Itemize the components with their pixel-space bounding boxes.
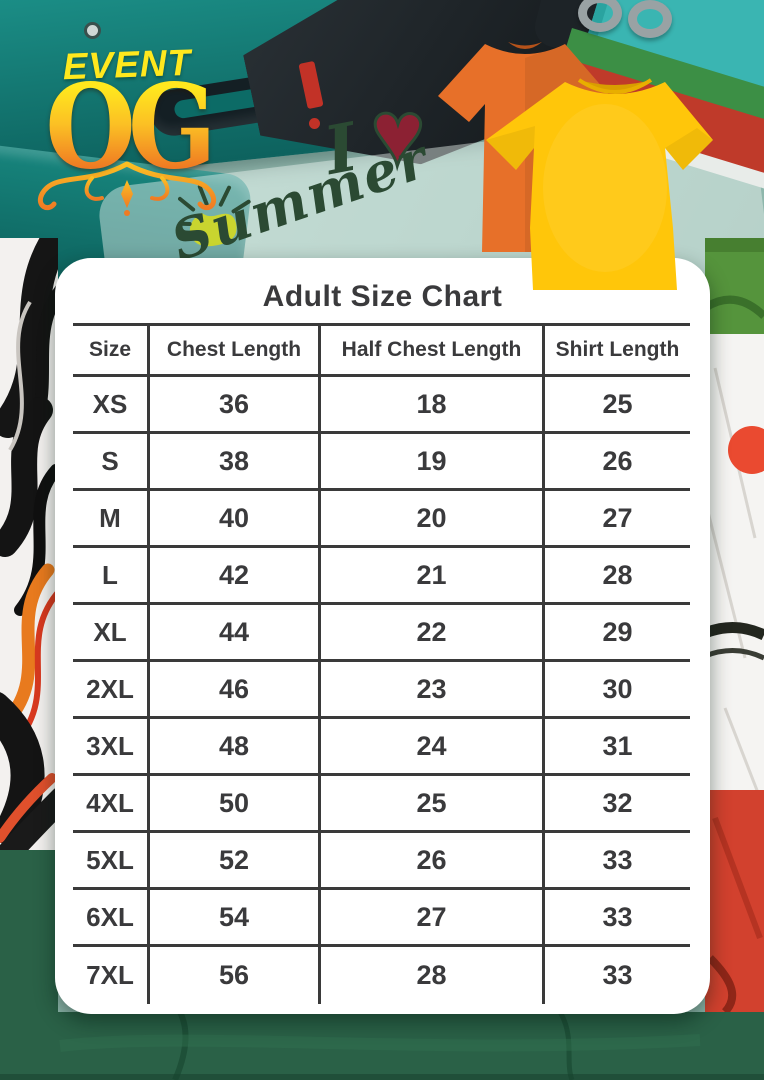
value-cell: 42: [150, 548, 321, 602]
value-cell: 50: [150, 776, 321, 830]
value-cell: 25: [321, 776, 545, 830]
table-row: 3XL 48 24 31: [73, 719, 690, 776]
table-row: M 40 20 27: [73, 491, 690, 548]
header-cell: Half Chest Length: [321, 326, 545, 374]
size-cell: XS: [73, 377, 150, 431]
value-cell: 29: [602, 616, 633, 647]
value-cell: 33: [602, 960, 633, 990]
logo-monogram: OG: [20, 68, 234, 184]
value-cell: 25: [602, 388, 633, 419]
value-cell: 20: [321, 491, 545, 545]
size-cell: 3XL: [73, 719, 150, 773]
value-cell: 28: [321, 947, 545, 1004]
table-row: S 38 19 26: [73, 434, 690, 491]
size-chart-card: Adult Size Chart Size Chest Length Half Ch…: [55, 258, 710, 1014]
value-cell: 26: [321, 833, 545, 887]
table-row: 2XL 46 23 30: [73, 662, 690, 719]
value-cell: 33: [602, 901, 633, 932]
value-cell: 48: [150, 719, 321, 773]
size-cell: S: [73, 434, 150, 488]
size-cell: L: [73, 548, 150, 602]
table-row: XS 36 18 25: [73, 377, 690, 434]
size-cell: 4XL: [73, 776, 150, 830]
value-cell: 22: [321, 605, 545, 659]
size-cell: M: [73, 491, 150, 545]
green-fabric-bottom: [0, 1012, 764, 1080]
value-cell: 27: [602, 502, 633, 533]
header-cell: Size: [73, 326, 150, 374]
sun-icon: [176, 184, 251, 247]
green-fabric-left: [0, 850, 58, 1014]
value-cell: 26: [602, 445, 633, 476]
value-cell: 18: [321, 377, 545, 431]
i-love-summer-print: I ♥ Summer: [163, 81, 552, 347]
table-body: XS 36 18 25 S 38 19 26 M 40 20 27 L 42 21 28 XL 44 22 29 2XL…: [73, 377, 690, 1004]
fabric-creases: [0, 1012, 764, 1080]
value-cell: 44: [150, 605, 321, 659]
table-row: 5XL 52 26 33: [73, 833, 690, 890]
thread-spool: [578, 0, 622, 32]
value-cell: 46: [150, 662, 321, 716]
value-cell: 56: [150, 947, 321, 1004]
value-cell: 21: [321, 548, 545, 602]
size-table: Size Chest Length Half Chest Length Shirt L…: [73, 323, 690, 1004]
value-cell: 28: [602, 559, 633, 590]
value-cell: 30: [602, 673, 633, 704]
logo-flourish-ornament: [38, 161, 216, 216]
size-cell: 5XL: [73, 833, 150, 887]
value-cell: 38: [150, 434, 321, 488]
table-row: 4XL 50 25 32: [73, 776, 690, 833]
value-cell: 19: [321, 434, 545, 488]
size-cell: 2XL: [73, 662, 150, 716]
value-cell: 52: [150, 833, 321, 887]
value-cell: 32: [602, 787, 633, 818]
red-indicator: [309, 118, 320, 129]
table-row: 6XL 54 27 33: [73, 890, 690, 947]
right-fabric-graphic: [705, 238, 764, 1012]
card-title: Adult Size Chart: [262, 280, 503, 313]
screw-detail: [84, 22, 101, 39]
table-row: XL 44 22 29: [73, 605, 690, 662]
tshirt-graphics: [438, 42, 713, 290]
header-cell: Chest Length: [150, 326, 321, 374]
header-cell: Shirt Length: [555, 338, 680, 361]
event-og-logo: EVENT OG: [20, 42, 234, 221]
table-row: L 42 21 28: [73, 548, 690, 605]
size-cell: 6XL: [73, 890, 150, 944]
table-header-row: Size Chest Length Half Chest Length Shirt L…: [73, 323, 690, 377]
value-cell: 36: [150, 377, 321, 431]
value-cell: 40: [150, 491, 321, 545]
thread-spool: [628, 0, 672, 38]
size-cell: XL: [73, 605, 150, 659]
value-cell: 24: [321, 719, 545, 773]
value-cell: 54: [150, 890, 321, 944]
value-cell: 31: [602, 730, 633, 761]
size-cell: 7XL: [73, 947, 150, 1004]
red-dot: [728, 426, 764, 474]
tshirt-yellow-graphic: [486, 78, 713, 290]
value-cell: 27: [321, 890, 545, 944]
value-cell: 33: [602, 844, 633, 875]
swirl-fabric-graphic: [0, 238, 58, 854]
value-cell: 23: [321, 662, 545, 716]
table-row: 7XL 56 28 33: [73, 947, 690, 1004]
